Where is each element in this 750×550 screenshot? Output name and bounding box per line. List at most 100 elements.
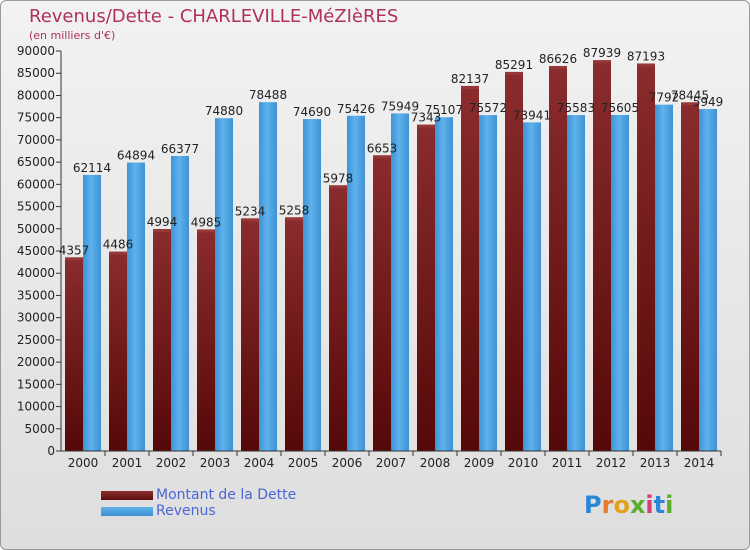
y-tick-label: 65000 xyxy=(17,155,55,169)
y-tick-label: 25000 xyxy=(17,333,55,347)
x-tick-label: 2000 xyxy=(68,456,99,470)
bar-revenus xyxy=(479,115,497,451)
data-label-dette: 6653 xyxy=(367,141,398,155)
data-label-dette: 4994 xyxy=(147,215,178,229)
data-label-revenus: 75949 xyxy=(381,99,419,113)
x-tick-label: 2006 xyxy=(332,456,363,470)
bar-dette-cap xyxy=(593,60,611,64)
legend-label-dette: Montant de la Dette xyxy=(156,487,297,503)
bar-revenus xyxy=(127,162,145,452)
y-tick-label: 10000 xyxy=(17,400,55,414)
x-tick-label: 2012 xyxy=(596,456,627,470)
bar-dette xyxy=(329,185,347,452)
y-tick-label: 40000 xyxy=(17,266,55,280)
data-label-revenus: 74690 xyxy=(293,105,331,119)
data-label-revenus: 73941 xyxy=(513,108,551,122)
data-label-dette: 5234 xyxy=(235,204,266,218)
legend-label-revenus: Revenus xyxy=(156,503,216,519)
y-axis: 0 5000 10000 15000 20000 25000 30000 35000 40000… xyxy=(17,44,62,458)
data-label-dette: 78445 xyxy=(671,88,709,102)
data-label-dette: 4985 xyxy=(191,215,222,229)
bar-dette xyxy=(285,217,303,451)
bar-dette-cap xyxy=(417,124,435,128)
data-label-dette: 4357 xyxy=(59,243,90,257)
y-tick-label: 5000 xyxy=(24,422,55,436)
y-tick-label: 45000 xyxy=(17,244,55,258)
data-label-revenus: 5949 xyxy=(693,95,724,109)
data-label-dette: 5978 xyxy=(323,171,354,185)
data-label-dette: 86626 xyxy=(539,52,577,66)
bar-dette-cap xyxy=(285,217,303,221)
y-tick-label: 60000 xyxy=(17,177,55,191)
bar-dette xyxy=(417,124,435,452)
y-tick-label: 15000 xyxy=(17,377,55,391)
bar-dette-cap xyxy=(329,185,347,189)
bar-dette-cap xyxy=(637,63,655,67)
bar-dette-cap xyxy=(461,85,479,89)
bar-dette-cap xyxy=(681,102,699,106)
x-tick-label: 2005 xyxy=(288,456,319,470)
x-tick-label: 2004 xyxy=(244,456,275,470)
x-axis: 2000 2001 2002 2003 2004 2005 2006 2007 2008 2009… xyxy=(61,450,722,470)
x-tick-label: 2013 xyxy=(640,456,671,470)
x-tick-label: 2002 xyxy=(156,456,187,470)
bar-revenus xyxy=(435,117,453,452)
bar-revenus xyxy=(391,113,409,452)
bar-dette-cap xyxy=(153,229,171,233)
bar-dette-cap xyxy=(373,155,391,159)
data-label-revenus: 78488 xyxy=(249,88,287,102)
x-tick-label: 2007 xyxy=(376,456,407,470)
bar-dette xyxy=(549,65,567,452)
data-label-revenus: 7792 xyxy=(649,91,680,105)
bar-dette xyxy=(593,60,611,451)
data-label-revenus: 66377 xyxy=(161,142,199,156)
x-tick-label: 2010 xyxy=(508,456,539,470)
proxiti-logo: Proxiti xyxy=(584,491,674,519)
bar-revenus xyxy=(303,119,321,452)
data-label-revenus: 75107 xyxy=(425,103,463,117)
bar-revenus xyxy=(83,174,101,451)
data-label-revenus: 74880 xyxy=(205,104,243,118)
bar-revenus xyxy=(215,118,233,451)
data-label-dette: 4486 xyxy=(103,238,134,252)
y-tick-label: 80000 xyxy=(17,88,55,102)
bar-revenus xyxy=(655,104,673,451)
data-label-dette: 85291 xyxy=(495,58,533,72)
data-label-dette: 82137 xyxy=(451,72,489,86)
bar-dette xyxy=(373,155,391,452)
x-tick-label: 2001 xyxy=(112,456,143,470)
bar-dette xyxy=(109,251,127,451)
bar-dette-cap xyxy=(549,65,567,69)
bar-revenus xyxy=(259,102,277,452)
legend-swatch-dette xyxy=(101,491,153,500)
bar-revenus xyxy=(347,115,365,452)
x-tick-label: 2009 xyxy=(464,456,495,470)
legend-swatch-revenus xyxy=(101,507,153,516)
bar-revenus xyxy=(171,155,189,452)
bar-dette xyxy=(197,229,215,451)
y-tick-label: 85000 xyxy=(17,66,55,80)
y-tick-label: 30000 xyxy=(17,311,55,325)
bar-dette xyxy=(681,102,699,451)
bar-dette xyxy=(637,63,655,451)
data-label-dette: 87193 xyxy=(627,49,665,63)
x-tick-label: 2008 xyxy=(420,456,451,470)
bar-dette xyxy=(153,229,171,451)
x-tick-label: 2003 xyxy=(200,456,231,470)
y-tick-label: 35000 xyxy=(17,288,55,302)
chart-subtitle: (en milliers d'€) xyxy=(29,29,116,42)
x-tick-label: 2014 xyxy=(684,456,715,470)
y-tick-label: 20000 xyxy=(17,355,55,369)
y-tick-label: 50000 xyxy=(17,222,55,236)
data-label-dette: 87939 xyxy=(583,46,621,60)
bar-dette xyxy=(241,218,259,451)
bar-dette xyxy=(65,257,83,451)
data-label-revenus: 75426 xyxy=(337,102,375,116)
y-tick-label: 55000 xyxy=(17,200,55,214)
y-tick-label: 0 xyxy=(47,444,55,458)
bar-revenus xyxy=(567,115,585,451)
y-tick-label: 75000 xyxy=(17,111,55,125)
data-label-dette: 5258 xyxy=(279,203,310,217)
